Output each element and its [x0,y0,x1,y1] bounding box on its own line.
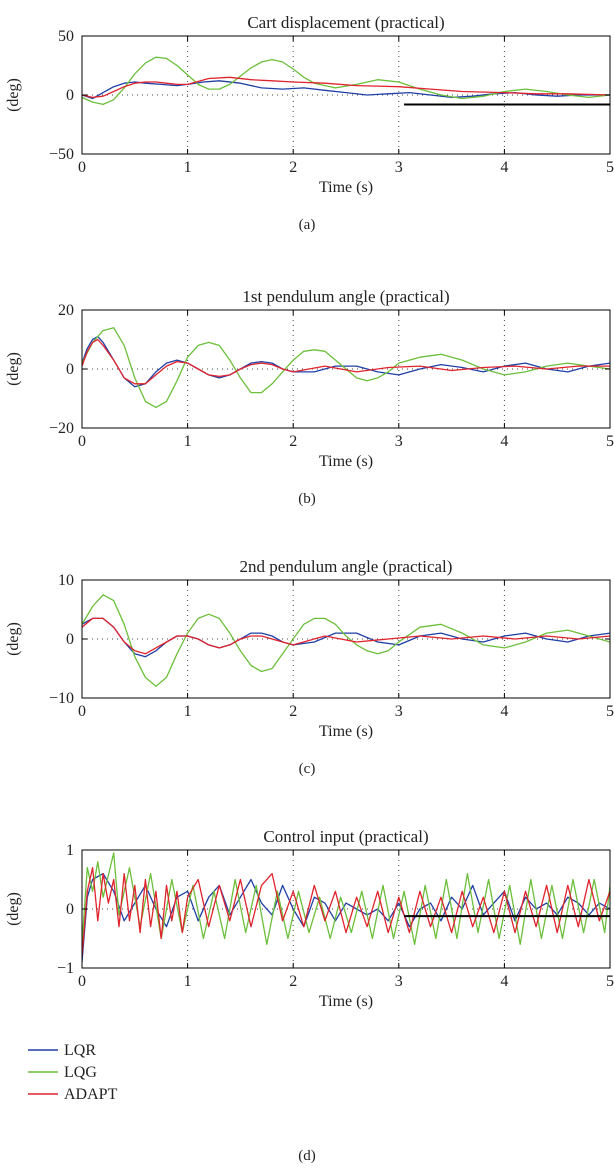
x-tick-label: 1 [184,973,192,990]
x-axis-label: Time (s) [319,453,373,470]
series-group [82,594,610,687]
chart-panels: Cart displacement (practical)0 1 2 3 4 5−5005… [5,13,614,1010]
series-line-adapt [82,867,610,957]
y-tick-label: 10 [58,572,74,589]
x-tick-label: 1 [184,433,192,450]
y-tick-label: −1 [57,960,74,977]
legend-label-adapt: ADAPT [64,1086,118,1103]
x-tick-label: 0 [78,973,86,990]
y-tick-label: 50 [58,28,74,45]
chart-title: 1st pendulum angle (practical) [242,287,449,306]
y-axis-label: (deg) [5,78,22,112]
legend-label-lqr: LQR [64,1042,96,1059]
x-tick-label: 5 [606,973,614,990]
chart-panel-3: 2nd pendulum angle (practical)0 1 2 3 4 5−100… [5,557,614,777]
series-line-adapt [82,76,610,99]
chart-title: 2nd pendulum angle (practical) [240,557,453,576]
y-axis-label: (deg) [5,892,22,926]
series-line-lqr [82,872,610,963]
x-tick-label: 3 [395,433,403,450]
series-group [82,327,610,409]
legend-label-lqg: LQG [64,1064,97,1081]
plot-frame [81,579,611,699]
series-line-lqr [82,335,610,388]
x-tick-label: 2 [289,973,297,990]
y-axis-label: (deg) [5,352,22,386]
y-axis-label: (deg) [5,622,22,656]
x-tick-label: 2 [289,159,297,176]
series-group [82,852,610,963]
x-tick-label: 1 [184,159,192,176]
y-tick-label: 1 [66,842,74,859]
y-tick-label: −10 [49,690,74,707]
y-tick-label: 0 [66,361,74,378]
series-line-lqr [82,617,610,658]
y-tick-label: −20 [49,420,74,437]
x-tick-label: 4 [500,703,508,720]
panel-caption: (b) [298,491,316,507]
series-line-lqg [82,327,610,409]
x-tick-label: 4 [500,973,508,990]
panel-caption: (a) [299,217,316,233]
x-axis-label: Time (s) [319,723,373,740]
series-line-lqg [82,852,610,946]
chart-panel-1: Cart displacement (practical)0 1 2 3 4 5−5005… [5,13,614,233]
x-tick-label: 3 [395,973,403,990]
legend: LQR LQG ADAPT [28,1042,118,1103]
figure-caption: (d) [298,1148,316,1164]
x-tick-label: 3 [395,159,403,176]
series-line-adapt [82,617,610,655]
x-tick-label: 4 [500,433,508,450]
x-tick-label: 5 [606,159,614,176]
chart-title: Control input (practical) [263,827,428,846]
x-tick-label: 2 [289,703,297,720]
chart-title: Cart displacement (practical) [247,13,444,32]
series-line-lqg [82,56,610,106]
series-group [82,56,610,106]
x-tick-label: 0 [78,433,86,450]
x-tick-label: 1 [184,703,192,720]
x-tick-label: 4 [500,159,508,176]
x-tick-label: 5 [606,703,614,720]
panel-caption: (c) [299,761,316,777]
x-tick-label: 0 [78,159,86,176]
x-tick-label: 2 [289,433,297,450]
chart-panel-2: 1st pendulum angle (practical)0 1 2 3 4 5−200… [5,287,614,507]
x-tick-label: 0 [78,703,86,720]
y-tick-label: 20 [58,302,74,319]
x-tick-label: 5 [606,433,614,450]
y-tick-label: 0 [66,631,74,648]
y-tick-label: −50 [49,146,74,163]
chart-panel-4: Control input (practical)0 1 2 3 4 5−101Time … [5,827,614,1010]
x-axis-label: Time (s) [319,179,373,196]
series-line-adapt [82,338,610,385]
x-axis-label: Time (s) [319,993,373,1010]
x-tick-label: 3 [395,703,403,720]
y-tick-label: 0 [66,87,74,104]
y-tick-label: 0 [66,901,74,918]
